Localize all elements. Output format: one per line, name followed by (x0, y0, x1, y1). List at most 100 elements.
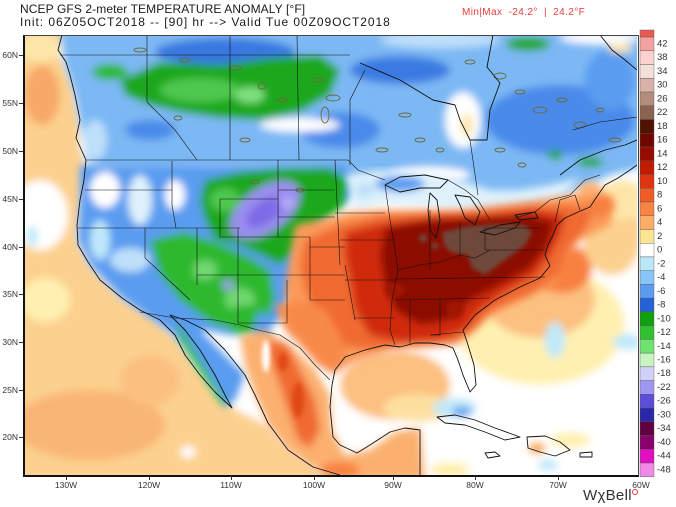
state-borders-new-england (554, 194, 581, 223)
lat-label-55n: 55N (2, 98, 18, 108)
lat-label-40n: 40N (2, 242, 18, 252)
colorbar-labels: 42 38 34 30 26 22 18 16 14 12 10 8 6 4 2… (657, 39, 671, 476)
lat-label-30n: 30N (2, 337, 18, 347)
lat-label-50n: 50N (2, 146, 18, 156)
cool-core (350, 56, 450, 84)
hispaniola-warm (529, 443, 545, 453)
colorbar-box (639, 174, 655, 189)
lake-outline (414, 137, 426, 143)
cold-patch (92, 64, 128, 80)
colorbar-box (639, 325, 655, 340)
cold-light (210, 188, 240, 212)
lake-outline (179, 57, 191, 63)
colorbar-label: 34 (657, 66, 668, 77)
cool-light (380, 35, 500, 48)
colorbar-label: 38 (657, 52, 668, 63)
hispaniola-outline (526, 435, 571, 457)
coldest-core (245, 196, 285, 228)
lake-erie-outline (479, 221, 521, 236)
cool-core (125, 120, 175, 140)
pacific-warm-patch (120, 355, 180, 405)
cool-core (585, 50, 635, 110)
bc-alberta-border (146, 35, 198, 161)
colorbar-box (639, 449, 655, 464)
colorbar-label: -30 (657, 410, 671, 421)
lake-outline (464, 59, 476, 65)
colorbar-label: -40 (657, 437, 671, 448)
atlantic-cool (545, 322, 565, 358)
colorbar-box (639, 36, 655, 52)
st-lawrence-coastline (559, 139, 637, 176)
state-borders-midwest (335, 212, 395, 321)
pacific-pale-patch (24, 278, 70, 322)
lake-outline (514, 89, 526, 95)
cold-patch (548, 150, 562, 160)
colorbar-box (639, 297, 655, 313)
extreme-warm-spot (419, 234, 427, 242)
colorbar-label: -48 (657, 464, 671, 475)
gulf-atlantic-coastline (329, 164, 637, 475)
state-borders-great-basin (78, 227, 240, 301)
colorbar-boxes (639, 29, 655, 477)
colorbar-label: 16 (657, 135, 668, 146)
lon-label-100w: 100W (302, 480, 326, 490)
colorbar-label: 8 (657, 190, 662, 201)
anomaly-field-canada (60, 35, 637, 205)
colorbar-label: -26 (657, 396, 671, 407)
us-mexico-border (139, 311, 331, 381)
lake-outline (276, 97, 288, 103)
lake-outline (595, 107, 605, 113)
colorbar-box (639, 201, 655, 216)
colorbar-box (639, 160, 655, 175)
lon-label-70w: 70W (549, 480, 567, 490)
cold-patch (506, 37, 550, 51)
us-canada-border-west (86, 159, 386, 181)
colorbar-label: -44 (657, 451, 671, 462)
lat-label-60n: 60N (2, 50, 18, 60)
lat-tick (19, 103, 23, 104)
us-canada-border-east (447, 174, 601, 221)
sierra-madre-hot (292, 382, 304, 418)
colorbar-label: 12 (657, 162, 668, 173)
colorbar-box (639, 64, 655, 79)
colorbar-box-top (639, 29, 655, 38)
lon-tick (393, 476, 394, 480)
lake-outline (228, 65, 242, 71)
lake-outline (532, 106, 548, 114)
wxbell-logo: WχBell (583, 487, 632, 504)
colorbar-label: 0 (657, 245, 662, 256)
lat-label-25n: 25N (2, 385, 18, 395)
lat-tick (19, 294, 23, 295)
cold-patch (577, 157, 603, 167)
pacific-warm-patch (24, 390, 165, 460)
colorbar-box (639, 394, 655, 409)
lon-tick (475, 476, 476, 480)
colorbar-box (639, 380, 655, 395)
colorbar-box (639, 215, 655, 230)
lake-outline (311, 77, 325, 83)
lon-tick (149, 476, 150, 480)
quebec-labrador-border (572, 116, 637, 131)
ontario-quebec-border (469, 139, 479, 196)
colorbar-label: -8 (657, 300, 665, 311)
texas-warm (275, 300, 345, 375)
cold-light (235, 87, 265, 103)
colorbar-box (639, 105, 655, 120)
lat-tick (19, 199, 23, 200)
colorbar-label: -22 (657, 382, 671, 393)
map-title: NCEP GFS 2-meter TEMPERATURE ANOMALY [°F… (20, 2, 306, 16)
colorbar-box (639, 256, 655, 271)
lat-tick (19, 390, 23, 391)
colorbar-box (639, 407, 655, 423)
lat-tick (19, 437, 23, 438)
colorbar-label: 6 (657, 203, 662, 214)
pale-warm (608, 43, 632, 53)
colorbar-box (639, 421, 655, 436)
pacific-neutral-patch (180, 446, 196, 458)
lat-label-35n: 35N (2, 289, 18, 299)
bc-coast-warm-patch (24, 65, 60, 125)
lake-superior-cool (375, 176, 425, 192)
sierra-madre-hot (278, 353, 288, 371)
new-england-warm (585, 193, 615, 217)
lake-outlines (133, 47, 622, 193)
